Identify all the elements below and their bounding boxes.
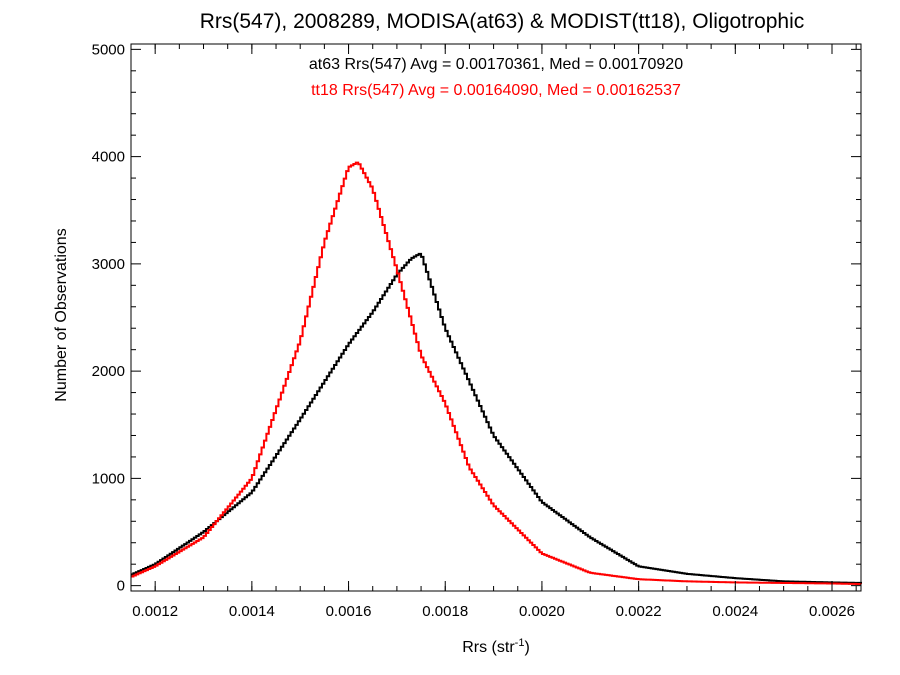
series-line-tt18	[131, 161, 862, 586]
x-axis-label: Rrs (str-1)	[462, 637, 530, 656]
x-axis: 0.0012 0.0014 0.0016 0.0018 0.0020 0.0022 0.00…	[132, 44, 857, 620]
x-tick-label: 0.0026	[809, 603, 855, 620]
y-tick-label: 1000	[92, 470, 125, 487]
x-tick-label: 0.0022	[616, 603, 662, 620]
x-axis-label-superscript: -1	[515, 637, 525, 649]
x-tick-label: 0.0024	[712, 603, 758, 620]
x-tick-label: 0.0016	[326, 603, 372, 620]
annotation-at63: at63 Rrs(547) Avg = 0.00170361, Med = 0.…	[309, 56, 683, 73]
x-tick-label: 0.0020	[519, 603, 565, 620]
plot-frame	[130, 43, 862, 592]
series-layer	[131, 161, 862, 586]
y-tick-label: 3000	[92, 256, 125, 273]
x-tick-label: 0.0014	[229, 603, 275, 620]
x-axis-label-close: )	[524, 639, 529, 656]
y-axis: 0 1000 2000 3000 4000 5000	[92, 41, 861, 595]
y-tick-label: 4000	[92, 149, 125, 166]
x-axis-label-text: Rrs (str	[462, 639, 515, 656]
annotation-tt18: tt18 Rrs(547) Avg = 0.00164090, Med = 0.…	[311, 82, 681, 99]
y-tick-label: 2000	[92, 363, 125, 380]
series-line-at63	[131, 252, 862, 584]
x-tick-label: 0.0012	[132, 603, 178, 620]
chart-title: Rrs(547), 2008289, MODISA(at63) & MODIST…	[200, 10, 805, 33]
y-tick-label: 0	[117, 578, 125, 595]
y-axis-label: Number of Observations	[53, 228, 70, 401]
x-tick-label: 0.0018	[422, 603, 468, 620]
y-tick-label: 5000	[92, 41, 125, 58]
